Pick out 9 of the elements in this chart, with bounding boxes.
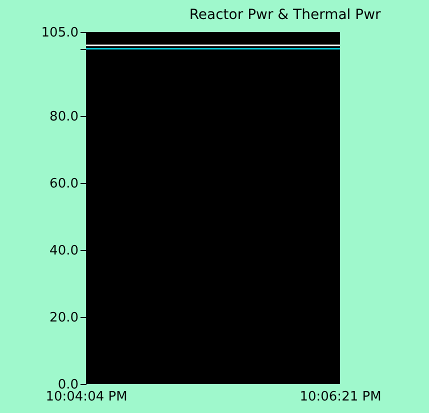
chart-title: Reactor Pwr & Thermal Pwr (189, 7, 382, 23)
y-tick-label: 80.0 (50, 109, 78, 124)
y-tick-label: 60.0 (50, 176, 78, 192)
y-tick-label: 105.0 (41, 26, 78, 40)
y-tick-label: 40.0 (50, 243, 78, 258)
x-tick-label: 10:04:04 PM (46, 390, 128, 404)
y-tick-label: 20.0 (50, 310, 78, 326)
y-tick-label: 0.0 (58, 378, 78, 392)
x-tick-label: 10:06:21 PM (300, 390, 382, 404)
